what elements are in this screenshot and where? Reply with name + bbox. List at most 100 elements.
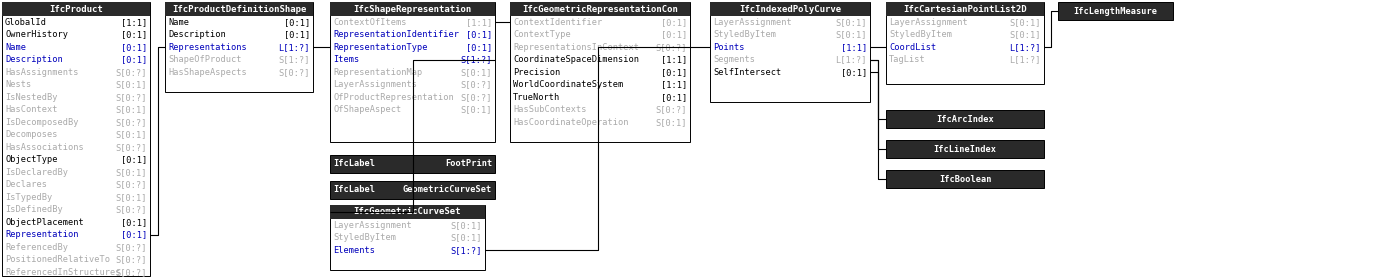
Text: SelfIntersect: SelfIntersect: [713, 68, 781, 77]
Text: [0:1]: [0:1]: [284, 18, 310, 27]
Text: [0:1]: [0:1]: [660, 68, 686, 77]
Bar: [165, 2, 313, 16]
Text: IsNestedBy: IsNestedBy: [6, 93, 58, 102]
Text: ContextOfItems: ContextOfItems: [334, 18, 407, 27]
Text: IfcLengthMeasure: IfcLengthMeasure: [1074, 6, 1157, 15]
Bar: [886, 140, 1044, 158]
Text: [0:1]: [0:1]: [660, 18, 686, 27]
Text: [0:1]: [0:1]: [120, 43, 147, 52]
Text: S[0:1]: S[0:1]: [1009, 30, 1041, 39]
Bar: [886, 2, 1044, 16]
Text: HasAssociations: HasAssociations: [6, 143, 84, 152]
Text: StyledByItem: StyledByItem: [334, 233, 396, 242]
Text: S[0:?]: S[0:?]: [278, 68, 310, 77]
Text: S[0:?]: S[0:?]: [115, 205, 147, 214]
Text: S[0:?]: S[0:?]: [115, 118, 147, 127]
Text: S[0:1]: S[0:1]: [836, 18, 866, 27]
Text: HasContext: HasContext: [6, 105, 58, 114]
Text: [0:1]: [0:1]: [284, 30, 310, 39]
Text: TagList: TagList: [889, 55, 926, 64]
Text: CoordList: CoordList: [889, 43, 936, 52]
Text: Points: Points: [713, 43, 745, 52]
Text: S[0:?]: S[0:?]: [115, 243, 147, 252]
Text: S[0:1]: S[0:1]: [656, 118, 686, 127]
Text: PositionedRelativeTo: PositionedRelativeTo: [6, 255, 109, 264]
Text: [0:1]: [0:1]: [660, 93, 686, 102]
Text: OwnerHistory: OwnerHistory: [6, 30, 68, 39]
Text: StyledByItem: StyledByItem: [889, 30, 952, 39]
Text: LayerAssignment: LayerAssignment: [334, 221, 412, 230]
Text: L[1:?]: L[1:?]: [836, 55, 866, 64]
Text: Decomposes: Decomposes: [6, 130, 58, 139]
Text: RepresentationMap: RepresentationMap: [334, 68, 422, 77]
Text: OfProductRepresentation: OfProductRepresentation: [334, 93, 454, 102]
Text: [0:1]: [0:1]: [466, 30, 491, 39]
Text: [1:1]: [1:1]: [660, 55, 686, 64]
Bar: [710, 2, 871, 102]
Text: S[0:?]: S[0:?]: [115, 255, 147, 264]
Text: [0:1]: [0:1]: [120, 30, 147, 39]
Text: Name: Name: [6, 43, 26, 52]
Text: RepresentationsInContext: RepresentationsInContext: [513, 43, 639, 52]
Text: [0:1]: [0:1]: [120, 55, 147, 64]
Text: S[0:1]: S[0:1]: [461, 68, 491, 77]
Bar: [509, 2, 691, 142]
Text: LayerAssignment: LayerAssignment: [713, 18, 792, 27]
Text: Description: Description: [6, 55, 62, 64]
Bar: [1, 2, 149, 16]
Bar: [329, 181, 495, 199]
Text: IfcShapeRepresentation: IfcShapeRepresentation: [353, 4, 472, 13]
Text: [0:1]: [0:1]: [660, 30, 686, 39]
Text: IsDecomposedBy: IsDecomposedBy: [6, 118, 79, 127]
Bar: [329, 2, 495, 16]
Bar: [886, 170, 1044, 188]
Text: TrueNorth: TrueNorth: [513, 93, 561, 102]
Bar: [1, 2, 149, 276]
Text: IfcGeometricRepresentationCon: IfcGeometricRepresentationCon: [522, 4, 678, 13]
Text: Nests: Nests: [6, 80, 32, 89]
Text: WorldCoordinateSystem: WorldCoordinateSystem: [513, 80, 623, 89]
Text: S[0:?]: S[0:?]: [115, 93, 147, 102]
Text: LayerAssignment: LayerAssignment: [889, 18, 967, 27]
Bar: [710, 2, 871, 16]
Text: [1:1]: [1:1]: [660, 80, 686, 89]
Text: IfcLabel: IfcLabel: [334, 186, 375, 195]
Text: S[1:?]: S[1:?]: [278, 55, 310, 64]
Bar: [165, 2, 313, 92]
Text: ObjectPlacement: ObjectPlacement: [6, 218, 84, 227]
Text: RepresentationType: RepresentationType: [334, 43, 428, 52]
Text: IfcLabel: IfcLabel: [334, 160, 375, 169]
Text: S[1:?]: S[1:?]: [461, 55, 491, 64]
Text: S[0:?]: S[0:?]: [115, 268, 147, 277]
Text: S[0:1]: S[0:1]: [115, 168, 147, 177]
Text: [0:1]: [0:1]: [466, 43, 491, 52]
Bar: [886, 110, 1044, 128]
Text: [0:1]: [0:1]: [120, 230, 147, 239]
Text: S[0:1]: S[0:1]: [461, 105, 491, 114]
Text: LayerAssignments: LayerAssignments: [334, 80, 417, 89]
Text: Representations: Representations: [167, 43, 246, 52]
Bar: [329, 205, 484, 270]
Text: S[0:1]: S[0:1]: [115, 130, 147, 139]
Bar: [329, 2, 495, 142]
Text: IfcProductDefinitionShape: IfcProductDefinitionShape: [172, 4, 306, 13]
Text: S[0:?]: S[0:?]: [461, 93, 491, 102]
Text: S[0:?]: S[0:?]: [115, 143, 147, 152]
Text: Elements: Elements: [334, 246, 375, 255]
Text: [0:1]: [0:1]: [120, 218, 147, 227]
Text: ShapeOfProduct: ShapeOfProduct: [167, 55, 241, 64]
Text: IsDeclaredBy: IsDeclaredBy: [6, 168, 68, 177]
Text: [1:1]: [1:1]: [120, 18, 147, 27]
Text: IfcProduct: IfcProduct: [48, 4, 102, 13]
Text: [0:1]: [0:1]: [120, 155, 147, 164]
Text: ReferencedBy: ReferencedBy: [6, 243, 68, 252]
Text: Declares: Declares: [6, 180, 47, 189]
Text: Representation: Representation: [6, 230, 79, 239]
Text: ContextIdentifier: ContextIdentifier: [513, 18, 602, 27]
Bar: [509, 2, 691, 16]
Text: GlobalId: GlobalId: [6, 18, 47, 27]
Text: IsDefinedBy: IsDefinedBy: [6, 205, 62, 214]
Text: S[0:?]: S[0:?]: [115, 180, 147, 189]
Text: HasShapeAspects: HasShapeAspects: [167, 68, 246, 77]
Text: IfcBoolean: IfcBoolean: [938, 174, 991, 183]
